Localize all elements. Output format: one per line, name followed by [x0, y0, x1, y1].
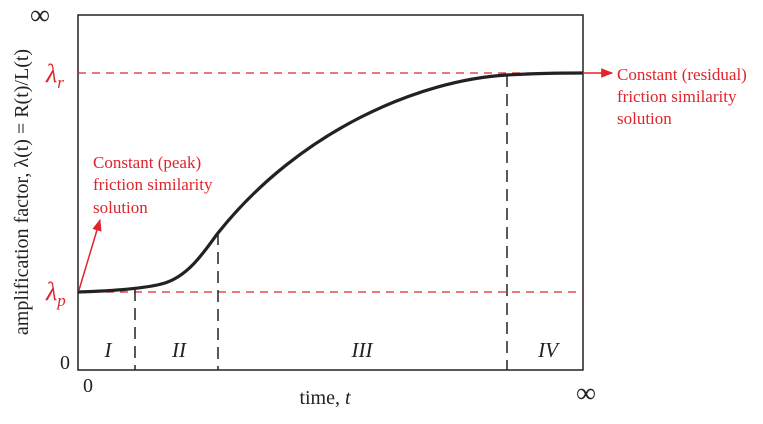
symbol: λ	[45, 277, 57, 306]
region-label: IV	[537, 338, 560, 362]
residual-annotation: Constant (residual) friction similarity …	[617, 65, 747, 128]
label-var: t	[345, 387, 351, 409]
plot-frame	[77, 14, 584, 371]
annotation-line: friction similarity	[617, 87, 737, 106]
annotation-line: Constant (residual)	[617, 65, 747, 84]
peak-symbol: λp	[45, 277, 66, 310]
label: time,	[299, 387, 345, 409]
y-end: ∞	[30, 0, 50, 31]
curve	[77, 71, 584, 294]
region-label: I	[104, 338, 113, 362]
region-boundaries	[134, 75, 508, 370]
x-label: time, t	[299, 387, 351, 409]
region-label: III	[351, 338, 374, 362]
y-start: 0	[60, 352, 70, 374]
peak-arrow	[78, 218, 102, 291]
peak-annotation: Constant (peak) friction similarity solu…	[93, 153, 213, 217]
region-label: II	[171, 338, 187, 362]
subscript: p	[56, 291, 66, 310]
annotation-line: Constant (peak)	[93, 153, 201, 172]
residual-symbol: λr	[45, 59, 64, 92]
x-end: ∞	[576, 378, 596, 409]
symbol: λ	[45, 59, 57, 88]
annotation-line: friction similarity	[93, 175, 213, 194]
x-start: 0	[83, 375, 93, 397]
subscript: r	[57, 73, 64, 92]
y-label: amplification factor, λ(t) = R(t)/L(t)	[11, 49, 33, 335]
annotation-line: solution	[93, 198, 148, 217]
region-labels: I II III IV	[104, 338, 561, 362]
annotation-line: solution	[617, 109, 672, 128]
